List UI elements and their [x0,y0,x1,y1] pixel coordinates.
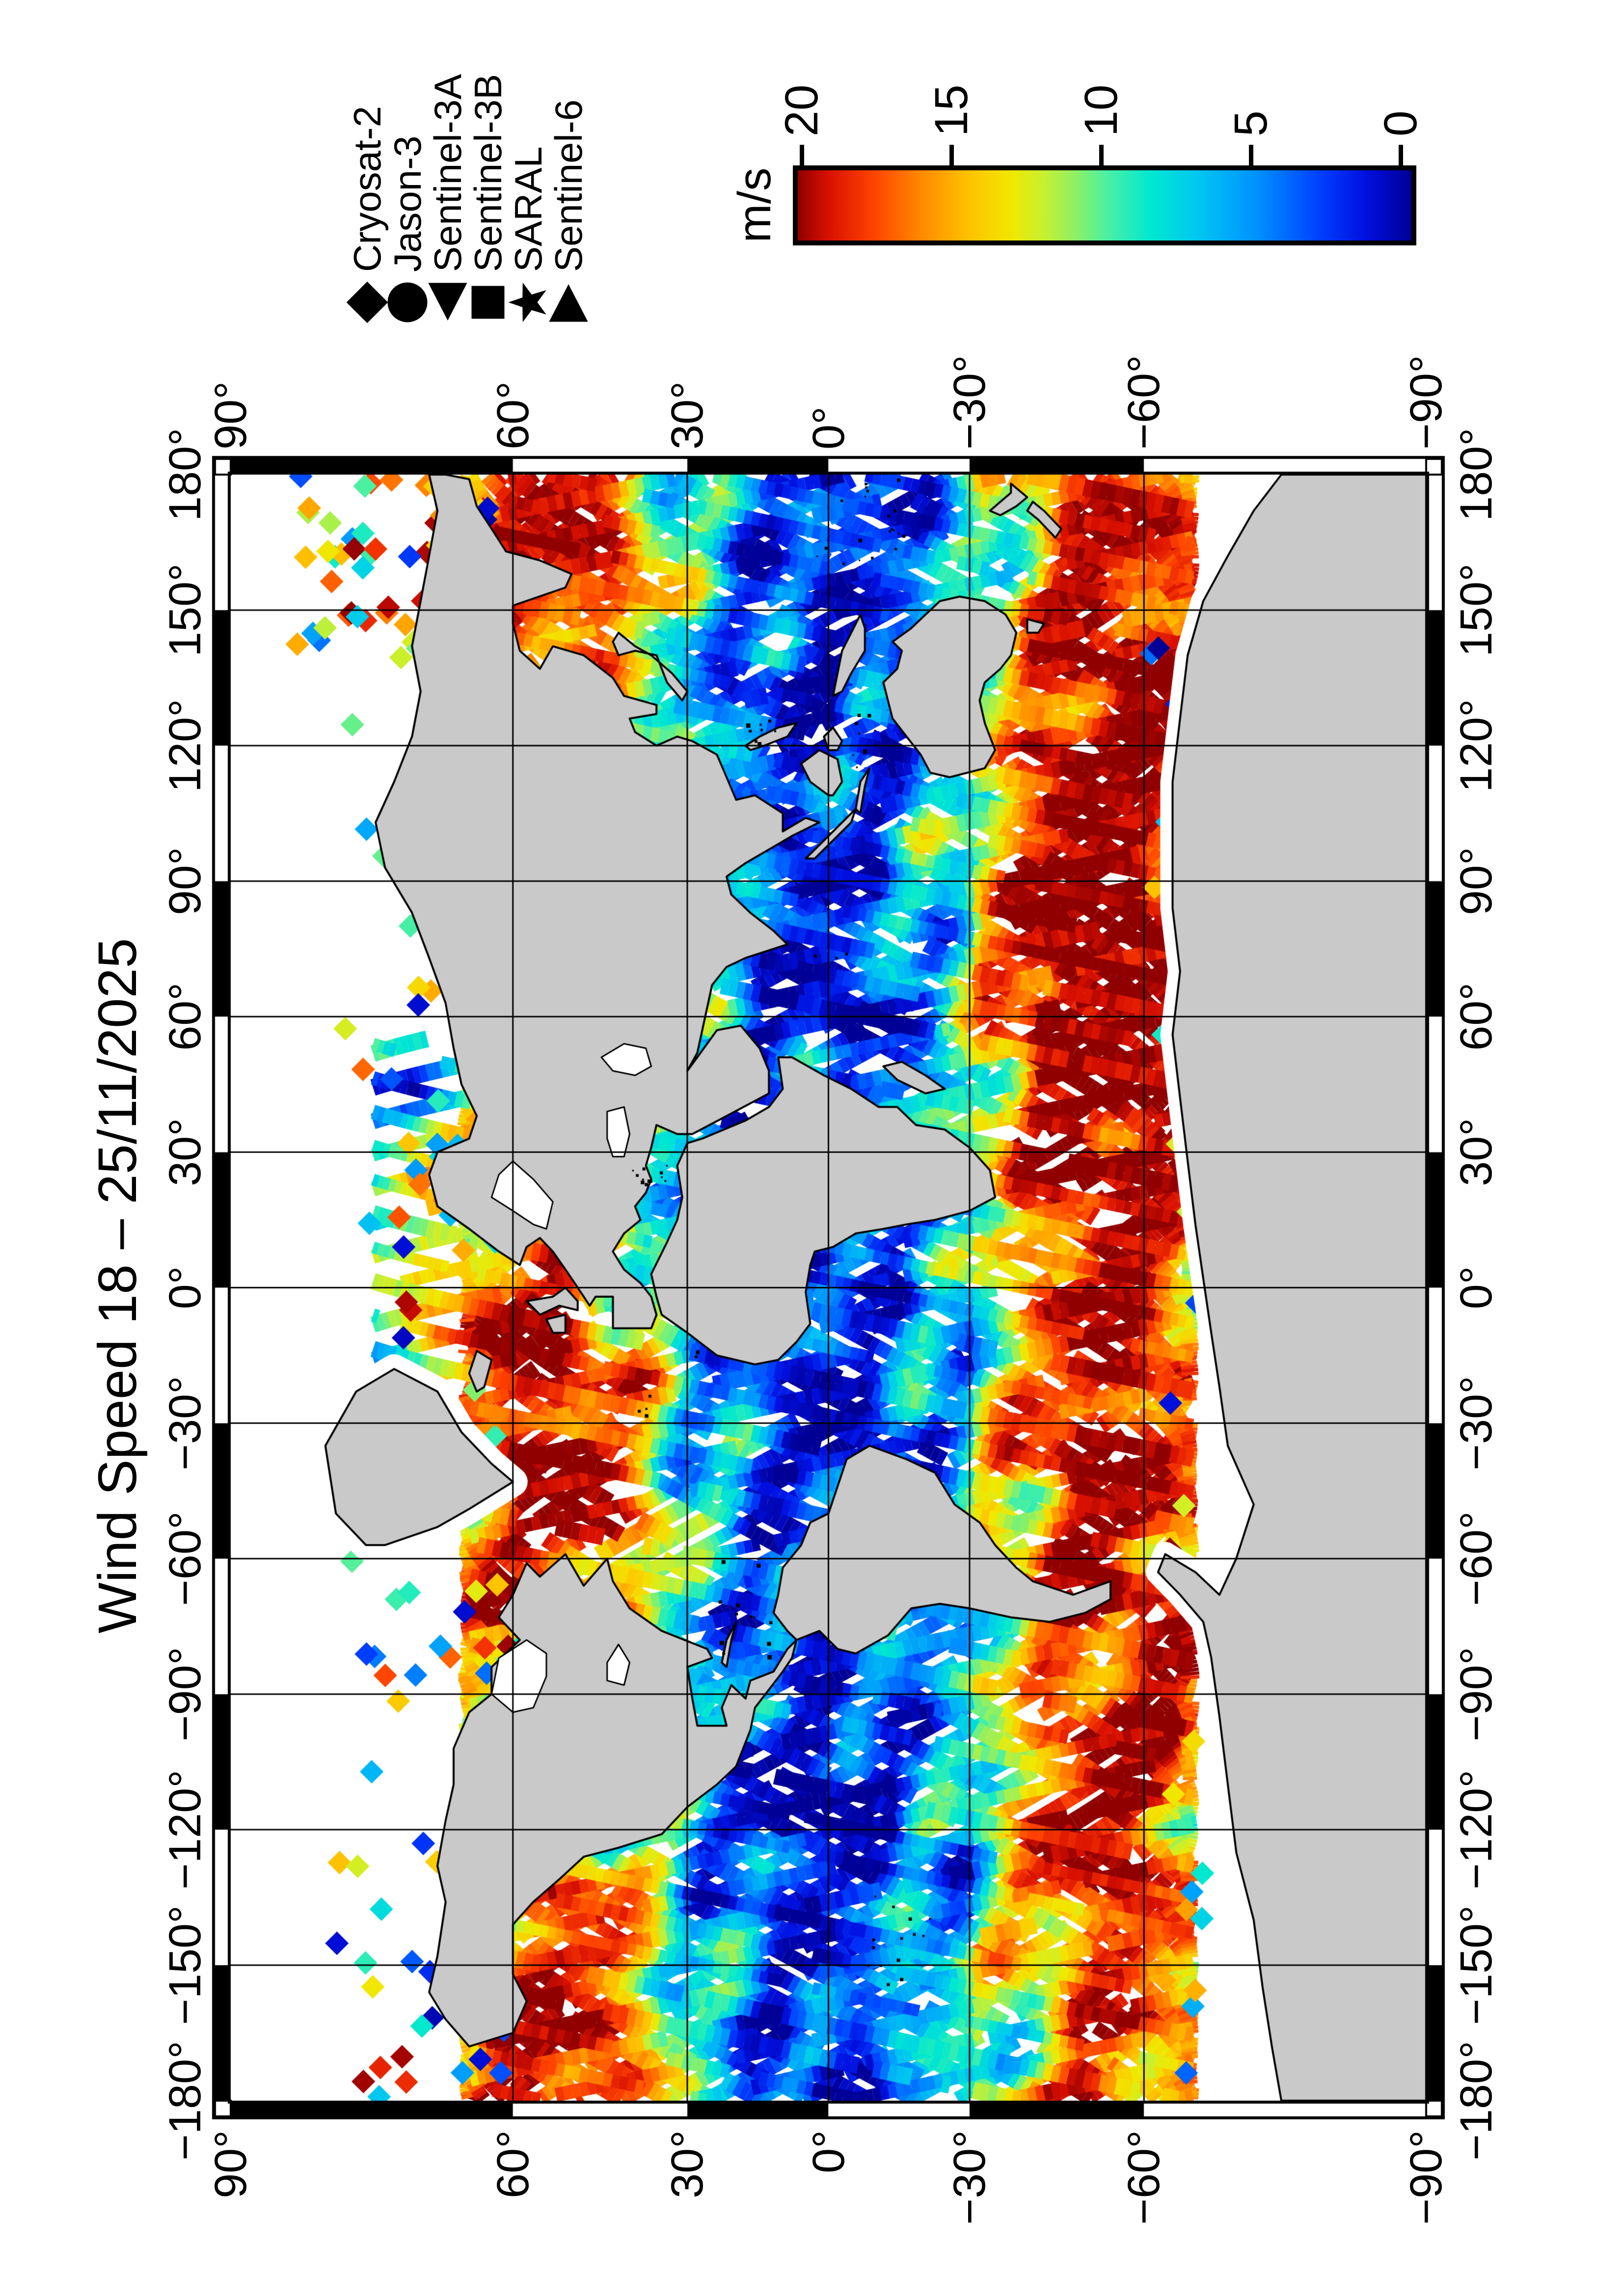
colorbar-tick-label: 20 [776,84,828,136]
legend-triangle-right-icon [547,281,590,324]
legend-square-icon [466,281,510,324]
colorbar-gradient [793,165,1416,245]
lon-tick-label-bottom: −180° [1451,2041,1501,2161]
legend-label: Jason-3 [386,135,429,272]
lon-tick-label-bottom: −90° [1451,1647,1501,1742]
legend-row-sentinel-6: Sentinel-6 [546,4,591,328]
lat-tick-label-right: −60° [1119,355,1169,450]
colorbar-tick-label: 5 [1225,110,1277,136]
legend-label: Sentinel-6 [547,99,590,272]
lat-tick-label-right: 0° [803,406,854,450]
lon-tick-label-top: 0° [160,1266,210,1309]
lon-tick-label-bottom: 120° [1451,699,1501,793]
legend-row-sentinel-3a: Sentinel-3A [426,4,470,328]
colorbar-tick-label: 0 [1375,110,1427,136]
lat-tick-label-left: 30° [662,2130,713,2199]
lat-tick-label-right: −30° [944,355,995,450]
lat-tick-label-left: 0° [803,2130,854,2173]
lat-tick-label-left: −90° [1401,2130,1451,2225]
lat-tick-label-left: 90° [206,2130,256,2199]
lat-tick-label-right: 90° [206,381,256,450]
legend-label: SARAL [507,146,550,272]
lon-tick-label-top: 30° [160,1118,210,1186]
lon-tick-label-bottom: −150° [1451,1905,1501,2025]
lon-tick-label-bottom: 30° [1451,1118,1501,1186]
chart-title: Wind Speed 18 – 25/11/2025 [87,938,148,1633]
lon-tick-label-top: −30° [160,1376,210,1471]
legend-row-saral: SARAL [506,4,550,328]
lon-tick-label-bottom: 0° [1451,1266,1501,1309]
lat-tick-label-left: 60° [487,2130,538,2199]
colorbar-unit-label: m/s [729,167,781,243]
lon-tick-label-top: −60° [160,1511,210,1606]
legend-row-jason-3: Jason-3 [385,4,430,328]
legend-circle-icon [386,281,429,324]
lon-tick-label-top: 60° [160,982,210,1051]
lat-tick-label-right: 30° [662,381,713,450]
lon-tick-label-bottom: 60° [1451,982,1501,1051]
lon-tick-label-top: −120° [160,1769,210,1890]
lon-tick-label-bottom: −120° [1451,1769,1501,1890]
legend-label: Cryosat-2 [346,106,389,272]
colorbar-tick [1249,145,1253,165]
colorbar-tick [1099,145,1104,165]
colorbar-tick-label: 10 [1075,84,1127,136]
colorbar-tick [800,145,804,165]
lat-tick-label-left: −60° [1119,2130,1169,2225]
lon-tick-label-bottom: 180° [1451,427,1501,522]
colorbar-tick [949,145,954,165]
colorbar-tick-label: 15 [925,84,977,136]
lat-tick-label-right: 60° [487,381,538,450]
legend-label: Sentinel-3A [426,74,469,272]
legend-label: Sentinel-3B [466,74,510,272]
legend-row-cryosat-2: Cryosat-2 [345,4,389,328]
world-map-canvas [196,436,1468,2134]
lon-tick-label-top: 120° [160,699,210,793]
colorbar-tick [1399,145,1403,165]
lon-tick-label-top: −90° [160,1647,210,1742]
legend-star-icon [507,281,550,324]
lat-tick-label-left: −30° [944,2130,995,2225]
lat-tick-label-right: −90° [1401,355,1451,450]
legend-triangle-left-icon [426,281,469,324]
lon-tick-label-top: −150° [160,1905,210,2025]
legend-diamond-icon [346,281,389,324]
lon-tick-label-top: 150° [160,563,210,657]
lon-tick-label-top: 90° [160,847,210,915]
lon-tick-label-bottom: −60° [1451,1511,1501,1606]
lon-tick-label-bottom: 90° [1451,847,1501,915]
lon-tick-label-bottom: −30° [1451,1376,1501,1471]
lon-tick-label-bottom: 150° [1451,563,1501,657]
legend-row-sentinel-3b: Sentinel-3B [466,4,510,328]
